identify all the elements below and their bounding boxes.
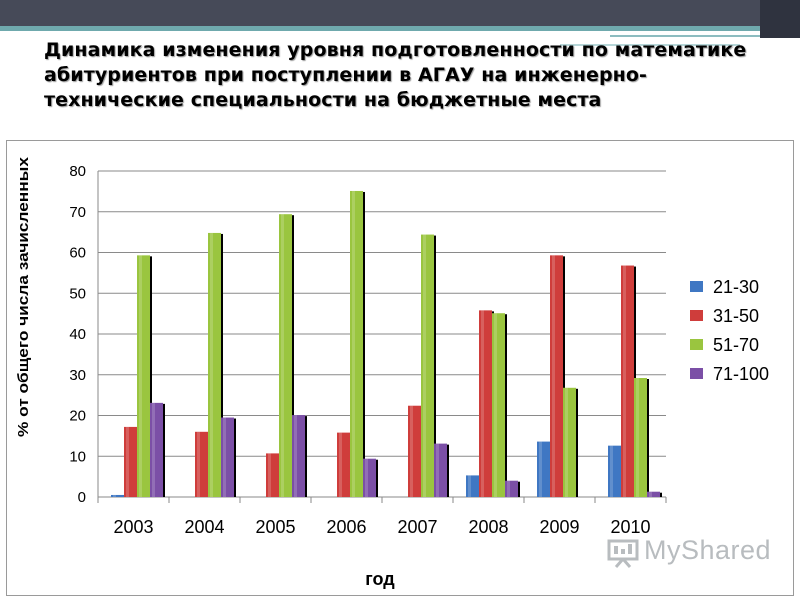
- x-tick-label: 2005: [255, 517, 295, 537]
- bar-31-50-2007: [408, 405, 421, 497]
- y-tick-label: 40: [69, 326, 86, 343]
- bar-31-50-2005: [266, 453, 279, 497]
- bar-highlight: [507, 480, 510, 497]
- bar-highlight: [197, 431, 200, 497]
- bar-51-70-2003: [137, 255, 150, 497]
- bar-31-50-2009: [550, 255, 563, 497]
- bar-71-100-2006: [363, 458, 376, 497]
- header-accent-stripe: [0, 26, 800, 31]
- y-tick-label: 60: [69, 245, 86, 262]
- legend-swatch-71-100: [690, 368, 703, 379]
- bar-51-70-2004: [208, 232, 221, 497]
- bar-highlight: [436, 443, 439, 497]
- legend-swatch-21-30: [690, 281, 703, 292]
- projector-icon: [607, 539, 639, 568]
- y-tick-label: 30: [69, 367, 86, 384]
- legend-swatch-51-70: [690, 339, 703, 350]
- bar-highlight: [468, 475, 471, 497]
- bar-highlight: [649, 491, 652, 497]
- bar-51-70-2006: [350, 190, 363, 497]
- y-tick-label: 50: [69, 285, 86, 302]
- x-tick-label: 2008: [468, 517, 508, 537]
- bar-21-30-2003: [111, 494, 124, 497]
- bar-highlight: [365, 458, 368, 497]
- bar-highlight: [352, 190, 355, 497]
- decor-line: [560, 44, 740, 46]
- slide-title: Динамика изменения уровня подготовленнос…: [44, 39, 747, 111]
- watermark-text: MyShared: [644, 535, 772, 565]
- bar-highlight: [139, 255, 142, 497]
- x-tick-label: 2007: [397, 517, 437, 537]
- bar-highlight: [410, 405, 413, 497]
- bar-31-50-2006: [337, 432, 350, 497]
- legend-swatch-31-50: [690, 310, 703, 321]
- header-band-end: [760, 0, 800, 38]
- legend-label-51-70: 51-70: [713, 335, 759, 355]
- bar-21-30-2009: [537, 441, 550, 497]
- bar-highlight: [113, 494, 116, 497]
- y-tick-label: 80: [69, 163, 86, 180]
- bar-chart: 0 10 20 30 40 50 60 70 80 2003 2004 2005 2006 2007 200…: [6, 140, 794, 596]
- y-tick-label: 70: [69, 204, 86, 221]
- bar-highlight: [339, 432, 342, 497]
- bar-highlight: [423, 234, 426, 497]
- bar-51-70-2005: [279, 214, 292, 497]
- bar-highlight: [210, 232, 213, 497]
- y-tick-label: 10: [69, 448, 86, 465]
- bar-highlight: [539, 441, 542, 497]
- bar-51-70-2009: [563, 387, 576, 497]
- bar-highlight: [623, 265, 626, 497]
- bar-51-70-2008: [492, 313, 505, 497]
- decor-line: [610, 35, 760, 37]
- x-tick-label: 2003: [113, 517, 153, 537]
- x-axis-title: год: [365, 569, 395, 589]
- x-tick-label: 2006: [326, 517, 366, 537]
- bar-71-100-2004: [221, 417, 234, 497]
- bar-highlight: [494, 313, 497, 497]
- bar-21-30-2010: [608, 445, 621, 497]
- bar-71-100-2003: [150, 402, 163, 497]
- bar-71-100-2008: [505, 480, 518, 497]
- bar-highlight: [152, 402, 155, 497]
- bar-51-70-2007: [421, 234, 434, 497]
- legend-label-31-50: 31-50: [713, 306, 759, 326]
- x-tick-label: 2004: [184, 517, 224, 537]
- bar-highlight: [610, 445, 613, 497]
- bar-31-50-2008: [479, 310, 492, 497]
- bar-highlight: [126, 426, 129, 497]
- bar-highlight: [281, 214, 284, 497]
- bar-highlight: [294, 415, 297, 497]
- bar-21-30-2008: [466, 475, 479, 497]
- bar-71-100-2010: [647, 491, 660, 497]
- bar-51-70-2010: [634, 378, 647, 497]
- bar-highlight: [552, 255, 555, 497]
- bar-71-100-2005: [292, 415, 305, 497]
- y-tick-label: 0: [78, 489, 86, 506]
- bar-31-50-2004: [195, 431, 208, 497]
- x-tick-label: 2009: [539, 517, 579, 537]
- bar-highlight: [481, 310, 484, 497]
- y-axis-title: % от общего числа зачисленных: [15, 156, 32, 437]
- bar-highlight: [636, 378, 639, 497]
- bar-highlight: [268, 453, 271, 497]
- legend-label-71-100: 71-100: [713, 364, 769, 384]
- bar-71-100-2007: [434, 443, 447, 497]
- x-tick-label: 2010: [610, 517, 650, 537]
- legend-label-21-30: 21-30: [713, 277, 759, 297]
- y-tick-label: 20: [69, 408, 86, 425]
- bar-highlight: [565, 387, 568, 497]
- header-band: [0, 0, 800, 26]
- bar-highlight: [223, 417, 226, 497]
- bar-31-50-2003: [124, 426, 137, 497]
- bar-31-50-2010: [621, 265, 634, 497]
